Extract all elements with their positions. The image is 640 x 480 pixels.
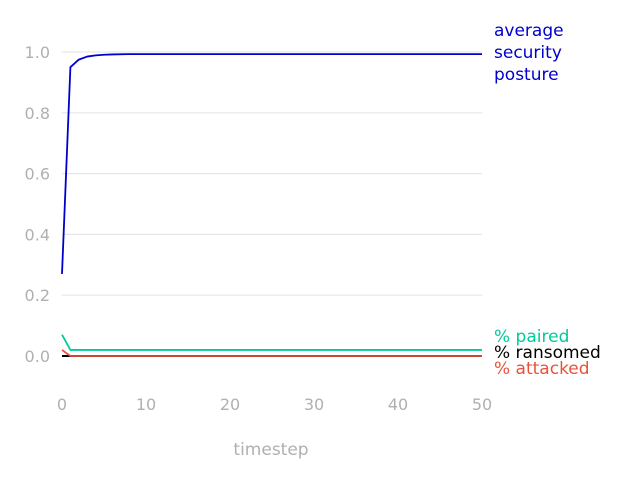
y-tick-label: 0.4 [25,225,50,244]
y-tick-label: 0.2 [25,286,50,305]
x-tick-label: 50 [472,395,492,414]
y-tick-label: 1.0 [25,43,50,62]
series-lines [61,53,482,357]
y-tick-label: 0.6 [25,165,50,184]
series-line [61,334,482,351]
y-tick-label: 0.0 [25,347,50,366]
series-line [61,349,482,357]
x-tick-label: 20 [220,395,240,414]
grid-lines [62,51,482,296]
series-labels: average security posture % paired% ransomed… [494,21,601,379]
y-axis-ticks: 0.0 0.2 0.4 0.6 0.8 1.0 [25,43,50,366]
series-label: % attacked [494,359,590,379]
x-tick-label: 30 [304,395,324,414]
x-tick-label: 40 [388,395,408,414]
series-label: average security posture [494,21,564,85]
series-label: % ransomed [494,343,601,363]
series-label: % paired [494,327,569,347]
x-tick-label: 0 [57,395,67,414]
series-line [61,53,482,274]
x-axis-label: timestep [233,440,308,460]
x-axis-ticks: 0 10 20 30 40 50 [57,395,492,414]
x-tick-label: 10 [136,395,156,414]
y-tick-label: 0.8 [25,104,50,123]
